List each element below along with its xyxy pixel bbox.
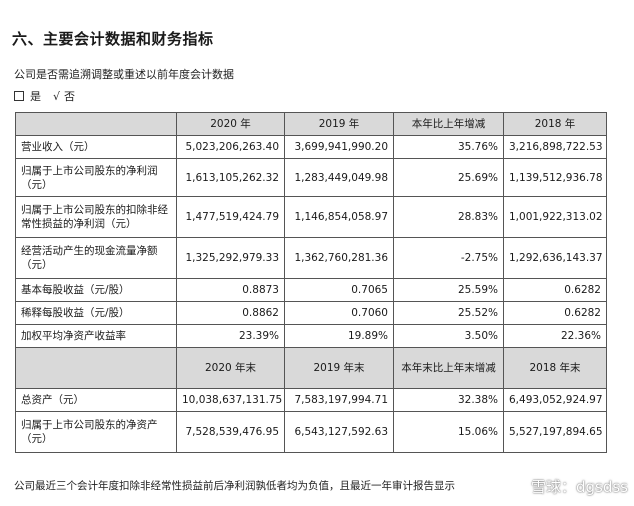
header-cell: 2018 年末 — [503, 347, 607, 389]
value-2018: 1,139,512,936.78 — [503, 158, 607, 197]
check-mark-icon: √ — [53, 89, 61, 103]
value-change: -2.75% — [393, 237, 504, 279]
value-change: 3.50% — [393, 324, 504, 348]
value-change: 28.83% — [393, 196, 504, 238]
table-header-row: 2020 年末 2019 年末 本年末比上年末增减 2018 年末 — [15, 347, 607, 389]
value-2018: 5,527,197,894.65 — [503, 411, 607, 453]
value-2020: 1,325,292,979.33 — [176, 237, 285, 279]
value-2018: 1,001,922,313.02 — [503, 196, 607, 238]
table-row: 加权平均净资产收益率 23.39% 19.89% 3.50% 22.36% — [15, 324, 607, 348]
table-row: 经营活动产生的现金流量净额（元） 1,325,292,979.33 1,362,… — [15, 237, 607, 279]
watermark-text: 雪球：dgsdss — [530, 478, 628, 496]
row-label: 归属于上市公司股东的净资产（元） — [15, 411, 177, 453]
header-cell — [15, 347, 177, 389]
row-label: 稀释每股收益（元/股） — [15, 301, 177, 325]
value-change: 25.52% — [393, 301, 504, 325]
value-2019: 0.7060 — [284, 301, 394, 325]
value-2019: 1,283,449,049.98 — [284, 158, 394, 197]
table-row: 归属于上市公司股东的扣除非经常性损益的净利润（元） 1,477,519,424.… — [15, 196, 607, 238]
watermark: 雪球：dgsdss — [511, 476, 628, 497]
value-2020: 0.8862 — [176, 301, 285, 325]
value-2019: 1,362,760,281.36 — [284, 237, 394, 279]
section-title: 六、主要会计数据和财务指标 — [12, 30, 214, 48]
header-cell: 2020 年 — [176, 112, 285, 136]
row-label: 加权平均净资产收益率 — [15, 324, 177, 348]
value-2019: 3,699,941,990.20 — [284, 135, 394, 159]
table-row: 营业收入（元） 5,023,206,263.40 3,699,941,990.2… — [15, 135, 607, 159]
value-2018: 22.36% — [503, 324, 607, 348]
no-option-label: 否 — [64, 90, 76, 103]
table-row: 归属于上市公司股东的净资产（元） 7,528,539,476.95 6,543,… — [15, 411, 607, 453]
table-row: 稀释每股收益（元/股） 0.8862 0.7060 25.52% 0.6282 — [15, 301, 607, 325]
value-2018: 0.6282 — [503, 301, 607, 325]
value-2019: 1,146,854,058.97 — [284, 196, 394, 238]
value-2018: 0.6282 — [503, 278, 607, 302]
value-change: 15.06% — [393, 411, 504, 453]
value-change: 32.38% — [393, 388, 504, 412]
value-2020: 10,038,637,131.75 — [176, 388, 285, 412]
row-label: 归属于上市公司股东的净利润（元） — [15, 158, 177, 197]
header-cell: 2020 年末 — [176, 347, 285, 389]
table-header-row: 2020 年 2019 年 本年比上年增减 2018 年 — [15, 112, 607, 136]
value-2020: 5,023,206,263.40 — [176, 135, 285, 159]
financial-indicators-table: 2020 年 2019 年 本年比上年增减 2018 年 营业收入（元） 5,0… — [15, 112, 607, 453]
table-row: 归属于上市公司股东的净利润（元） 1,613,105,262.32 1,283,… — [15, 158, 607, 197]
value-2020: 7,528,539,476.95 — [176, 411, 285, 453]
value-2019: 7,583,197,994.71 — [284, 388, 394, 412]
header-cell: 2019 年 — [284, 112, 394, 136]
value-change: 25.69% — [393, 158, 504, 197]
restatement-choice: 是 √ 否 — [14, 88, 75, 104]
value-2020: 1,477,519,424.79 — [176, 196, 285, 238]
value-2020: 23.39% — [176, 324, 285, 348]
row-label: 基本每股收益（元/股） — [15, 278, 177, 302]
snowball-icon — [511, 479, 527, 495]
header-cell: 本年比上年增减 — [393, 112, 504, 136]
value-2019: 6,543,127,592.63 — [284, 411, 394, 453]
restatement-question: 公司是否需追溯调整或重述以前年度会计数据 — [14, 68, 234, 81]
value-2019: 0.7065 — [284, 278, 394, 302]
value-change: 25.59% — [393, 278, 504, 302]
row-label: 总资产（元） — [15, 388, 177, 412]
value-2019: 19.89% — [284, 324, 394, 348]
value-2020: 1,613,105,262.32 — [176, 158, 285, 197]
footnote-text: 公司最近三个会计年度扣除非经常性损益前后净利润孰低者均为负值，且最近一年审计报告… — [14, 480, 455, 492]
checkbox-icon — [14, 91, 24, 101]
yes-option-label: 是 — [30, 90, 41, 103]
value-2018: 1,292,636,143.37 — [503, 237, 607, 279]
table-row: 基本每股收益（元/股） 0.8873 0.7065 25.59% 0.6282 — [15, 278, 607, 302]
value-2018: 6,493,052,924.97 — [503, 388, 607, 412]
row-label: 归属于上市公司股东的扣除非经常性损益的净利润（元） — [15, 196, 177, 238]
value-2018: 3,216,898,722.53 — [503, 135, 607, 159]
header-cell: 本年末比上年末增减 — [393, 347, 504, 389]
header-cell: 2018 年 — [503, 112, 607, 136]
value-2020: 0.8873 — [176, 278, 285, 302]
row-label: 经营活动产生的现金流量净额（元） — [15, 237, 177, 279]
row-label: 营业收入（元） — [15, 135, 177, 159]
table-row: 总资产（元） 10,038,637,131.75 7,583,197,994.7… — [15, 388, 607, 412]
header-cell: 2019 年末 — [284, 347, 394, 389]
value-change: 35.76% — [393, 135, 504, 159]
header-cell — [15, 112, 177, 136]
